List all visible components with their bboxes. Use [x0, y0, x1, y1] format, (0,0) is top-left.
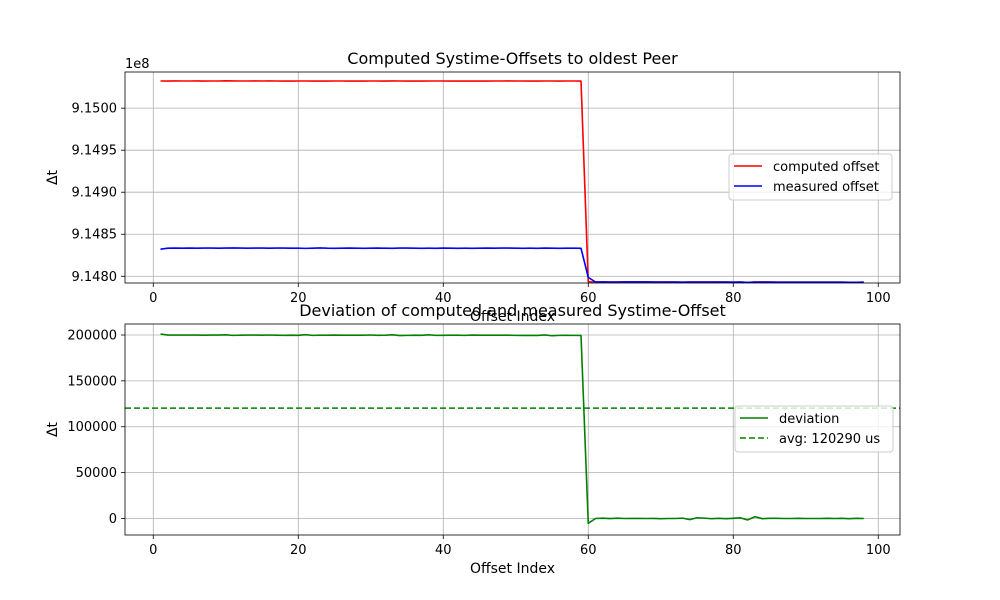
x-tick-label: 80 — [725, 291, 742, 306]
grid-lines — [125, 72, 900, 283]
y-tick-label: 200000 — [67, 329, 117, 344]
x-tick-label: 0 — [149, 291, 157, 306]
legend-box — [734, 405, 894, 453]
legend: computed offset measured offset — [728, 153, 893, 201]
chart-title: Deviation of computed and measured Systi… — [299, 301, 726, 320]
x-tick-label: 80 — [725, 543, 742, 558]
series-line-deviation — [160, 333, 864, 525]
x-axis-label: Offset Index — [470, 309, 555, 325]
y-tick-label: 9.1495 — [72, 144, 118, 159]
y-axis-label: Δt — [45, 421, 61, 437]
deviation-chart: 0 20 40 60 80 100 0 50000 100000 150000 200000 Dev… — [45, 301, 901, 577]
x-tick-label: 40 — [435, 291, 452, 306]
legend-label: computed offset — [773, 160, 880, 175]
x-tick-label: 40 — [435, 543, 452, 558]
y-offset-multiplier: 1e8 — [125, 57, 150, 72]
y-tick-label: 9.1500 — [72, 102, 118, 117]
legend-label: deviation — [779, 412, 839, 427]
y-tick-label: 0 — [109, 512, 117, 527]
chart-title: Computed Systime-Offsets to oldest Peer — [347, 49, 678, 68]
x-tick-label: 100 — [866, 543, 891, 558]
series-line-measured-offset — [160, 247, 864, 283]
tick-group: 0 20 40 60 80 100 0 50000 100000 150000 200000 — [67, 329, 890, 558]
x-tick-label: 60 — [580, 543, 597, 558]
series-lines — [125, 333, 900, 525]
legend-box — [728, 153, 893, 201]
y-tick-label: 9.1490 — [72, 186, 118, 201]
x-tick-label: 60 — [580, 291, 597, 306]
legend: deviation avg: 120290 us — [734, 405, 894, 453]
y-tick-label: 150000 — [67, 374, 117, 389]
tick-group: 0 20 40 60 80 100 9.1480 9.1485 9.1490 9.1495 9.15… — [72, 102, 891, 306]
plot-frame — [124, 323, 901, 536]
plot-frame — [124, 71, 901, 284]
y-tick-label: 9.1480 — [72, 270, 118, 285]
y-tick-label: 9.1485 — [72, 228, 118, 243]
x-tick-label: 0 — [149, 543, 157, 558]
y-tick-label: 100000 — [67, 420, 117, 435]
computed-offsets-chart: 0 20 40 60 80 100 9.1480 9.1485 9.1490 9.1495 9.15… — [45, 49, 901, 325]
series-lines — [160, 80, 864, 283]
x-tick-label: 100 — [866, 291, 891, 306]
y-axis-label: Δt — [45, 169, 61, 185]
x-tick-label: 20 — [290, 543, 307, 558]
x-axis-label: Offset Index — [470, 561, 555, 577]
legend-label: avg: 120290 us — [779, 432, 880, 447]
x-tick-label: 20 — [290, 291, 307, 306]
legend-label: measured offset — [773, 180, 879, 195]
y-tick-label: 50000 — [76, 466, 117, 481]
